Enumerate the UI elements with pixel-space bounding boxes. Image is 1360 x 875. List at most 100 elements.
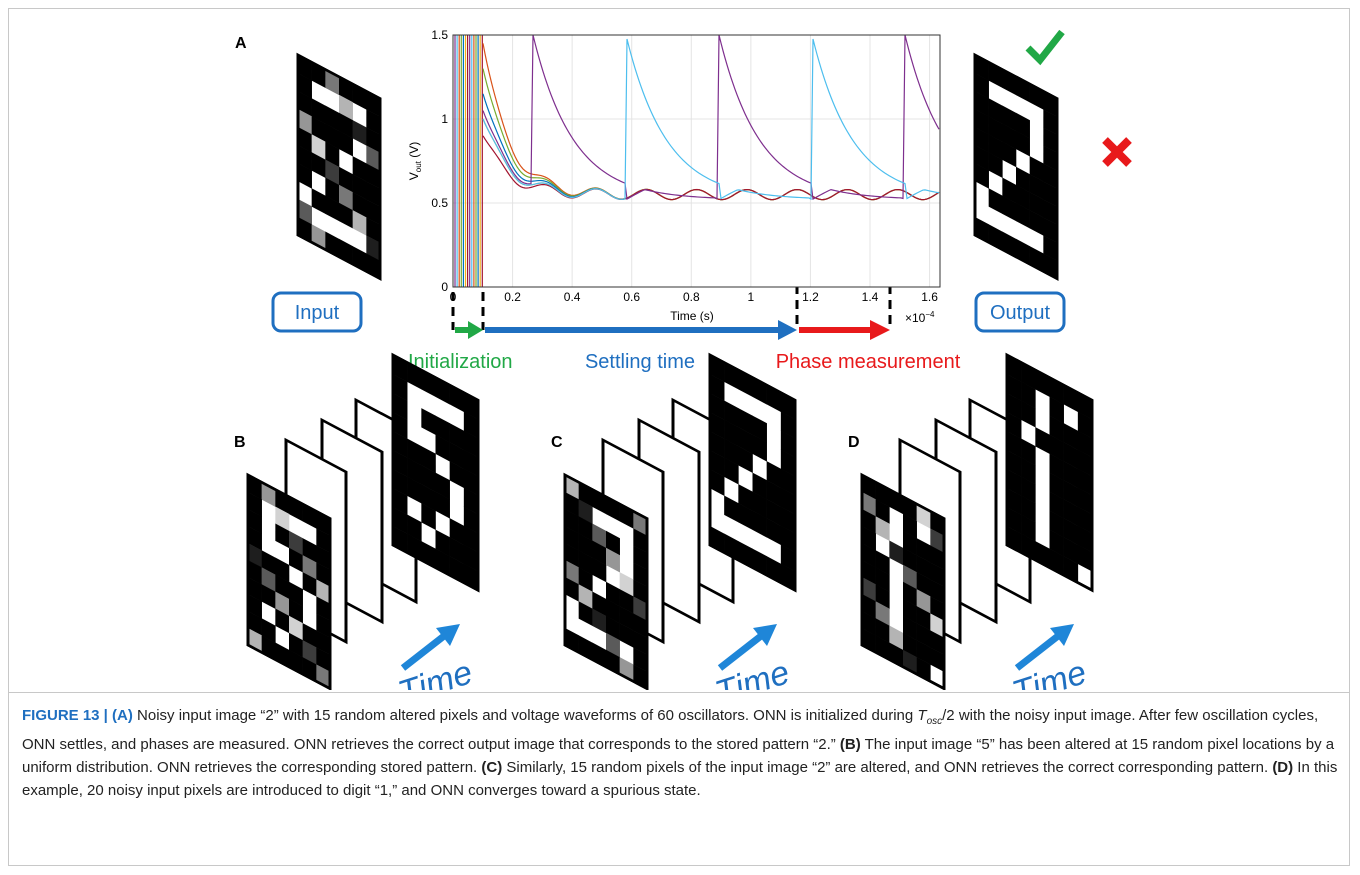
pixel	[592, 557, 607, 583]
pixel	[903, 598, 917, 624]
pixel	[975, 145, 989, 171]
pixel	[463, 430, 479, 458]
caption-bold: (C)	[481, 759, 503, 776]
pixel	[1029, 210, 1044, 236]
pixel	[752, 491, 767, 519]
pixel	[435, 529, 450, 557]
pixel	[463, 411, 479, 439]
pixel	[930, 528, 945, 554]
y-axis-label: Vout (V)	[407, 142, 423, 180]
pixel	[1021, 438, 1036, 466]
pixel	[1021, 457, 1036, 485]
pixel	[916, 538, 931, 563]
pixel	[875, 567, 890, 592]
pixel	[339, 166, 353, 193]
pixel	[780, 468, 796, 496]
sheet-border	[246, 472, 332, 690]
pixel	[565, 526, 579, 551]
pixel	[578, 516, 593, 541]
pixel	[366, 145, 381, 172]
pixel	[780, 487, 796, 515]
pixel	[1029, 156, 1044, 182]
pixel	[339, 112, 353, 139]
pixel	[1043, 163, 1058, 190]
pixel	[889, 540, 904, 566]
pixel	[339, 184, 353, 211]
pixel	[393, 469, 408, 496]
pixel	[903, 564, 917, 590]
pixel	[710, 374, 725, 401]
pixel	[325, 141, 340, 168]
pixel	[633, 596, 648, 622]
pixel	[592, 540, 607, 566]
pixel	[248, 577, 262, 602]
pixel	[578, 567, 593, 592]
pixel	[298, 73, 312, 99]
pixel	[862, 594, 876, 619]
x-tick-label: 0.4	[564, 290, 581, 304]
pixel	[1021, 476, 1036, 504]
pixel	[710, 412, 725, 439]
x-tick-label: 0.2	[504, 290, 521, 304]
image-sheet	[296, 52, 382, 281]
pixel	[930, 545, 945, 571]
pixel	[1021, 495, 1036, 523]
pixel	[1021, 381, 1036, 409]
pixel	[903, 632, 917, 658]
pixel	[565, 560, 579, 585]
cross-mark	[1102, 137, 1132, 167]
pixel	[1063, 423, 1079, 451]
pixel	[780, 544, 796, 572]
input-box	[271, 291, 363, 333]
caption-text: In this example, 20 noisy input pixels a…	[22, 759, 1338, 799]
pixel	[606, 632, 620, 658]
x-exp: −4	[925, 310, 935, 319]
pixel	[449, 461, 465, 489]
pixel	[1049, 434, 1064, 462]
pixel	[275, 591, 290, 617]
pixel	[916, 555, 931, 580]
pixel	[316, 647, 331, 673]
pixel	[393, 450, 408, 477]
phase-arrows	[455, 320, 890, 340]
pixel	[449, 518, 465, 546]
pixel	[1077, 544, 1093, 572]
pixel	[325, 195, 340, 222]
pixel	[930, 562, 945, 588]
pixel	[435, 472, 450, 500]
pixel	[248, 543, 262, 568]
pixel	[1002, 123, 1017, 150]
pixel	[738, 503, 753, 531]
pixel	[633, 647, 648, 673]
pixel	[738, 427, 753, 455]
pixel	[975, 91, 989, 117]
waveforms	[454, 35, 940, 287]
pixel	[1063, 442, 1079, 470]
pixel	[325, 177, 340, 204]
pixel	[366, 163, 381, 190]
pixel	[352, 174, 367, 200]
pixel	[1007, 393, 1022, 420]
pixel	[393, 374, 408, 401]
pixel	[1049, 529, 1064, 557]
pixel	[316, 562, 331, 588]
pixel	[407, 457, 422, 485]
pixel	[903, 530, 917, 556]
pixel	[463, 468, 479, 496]
pixel	[325, 159, 340, 186]
phase-label: Settling time	[585, 351, 695, 373]
pixel	[619, 623, 634, 648]
pixel	[393, 507, 408, 534]
pixel	[366, 181, 381, 208]
separator	[8, 692, 1350, 693]
pixel	[592, 608, 607, 634]
pixel	[1049, 491, 1064, 519]
pixel	[1016, 202, 1030, 229]
pixel	[619, 572, 634, 597]
caption-italic: T	[917, 707, 927, 724]
time-label: Time	[1008, 653, 1091, 690]
caption-text: The input image “5” has been altered at …	[22, 736, 1335, 776]
pixel	[1002, 177, 1017, 204]
pixel	[302, 572, 317, 597]
phase-label: Phase measurement	[776, 351, 961, 373]
